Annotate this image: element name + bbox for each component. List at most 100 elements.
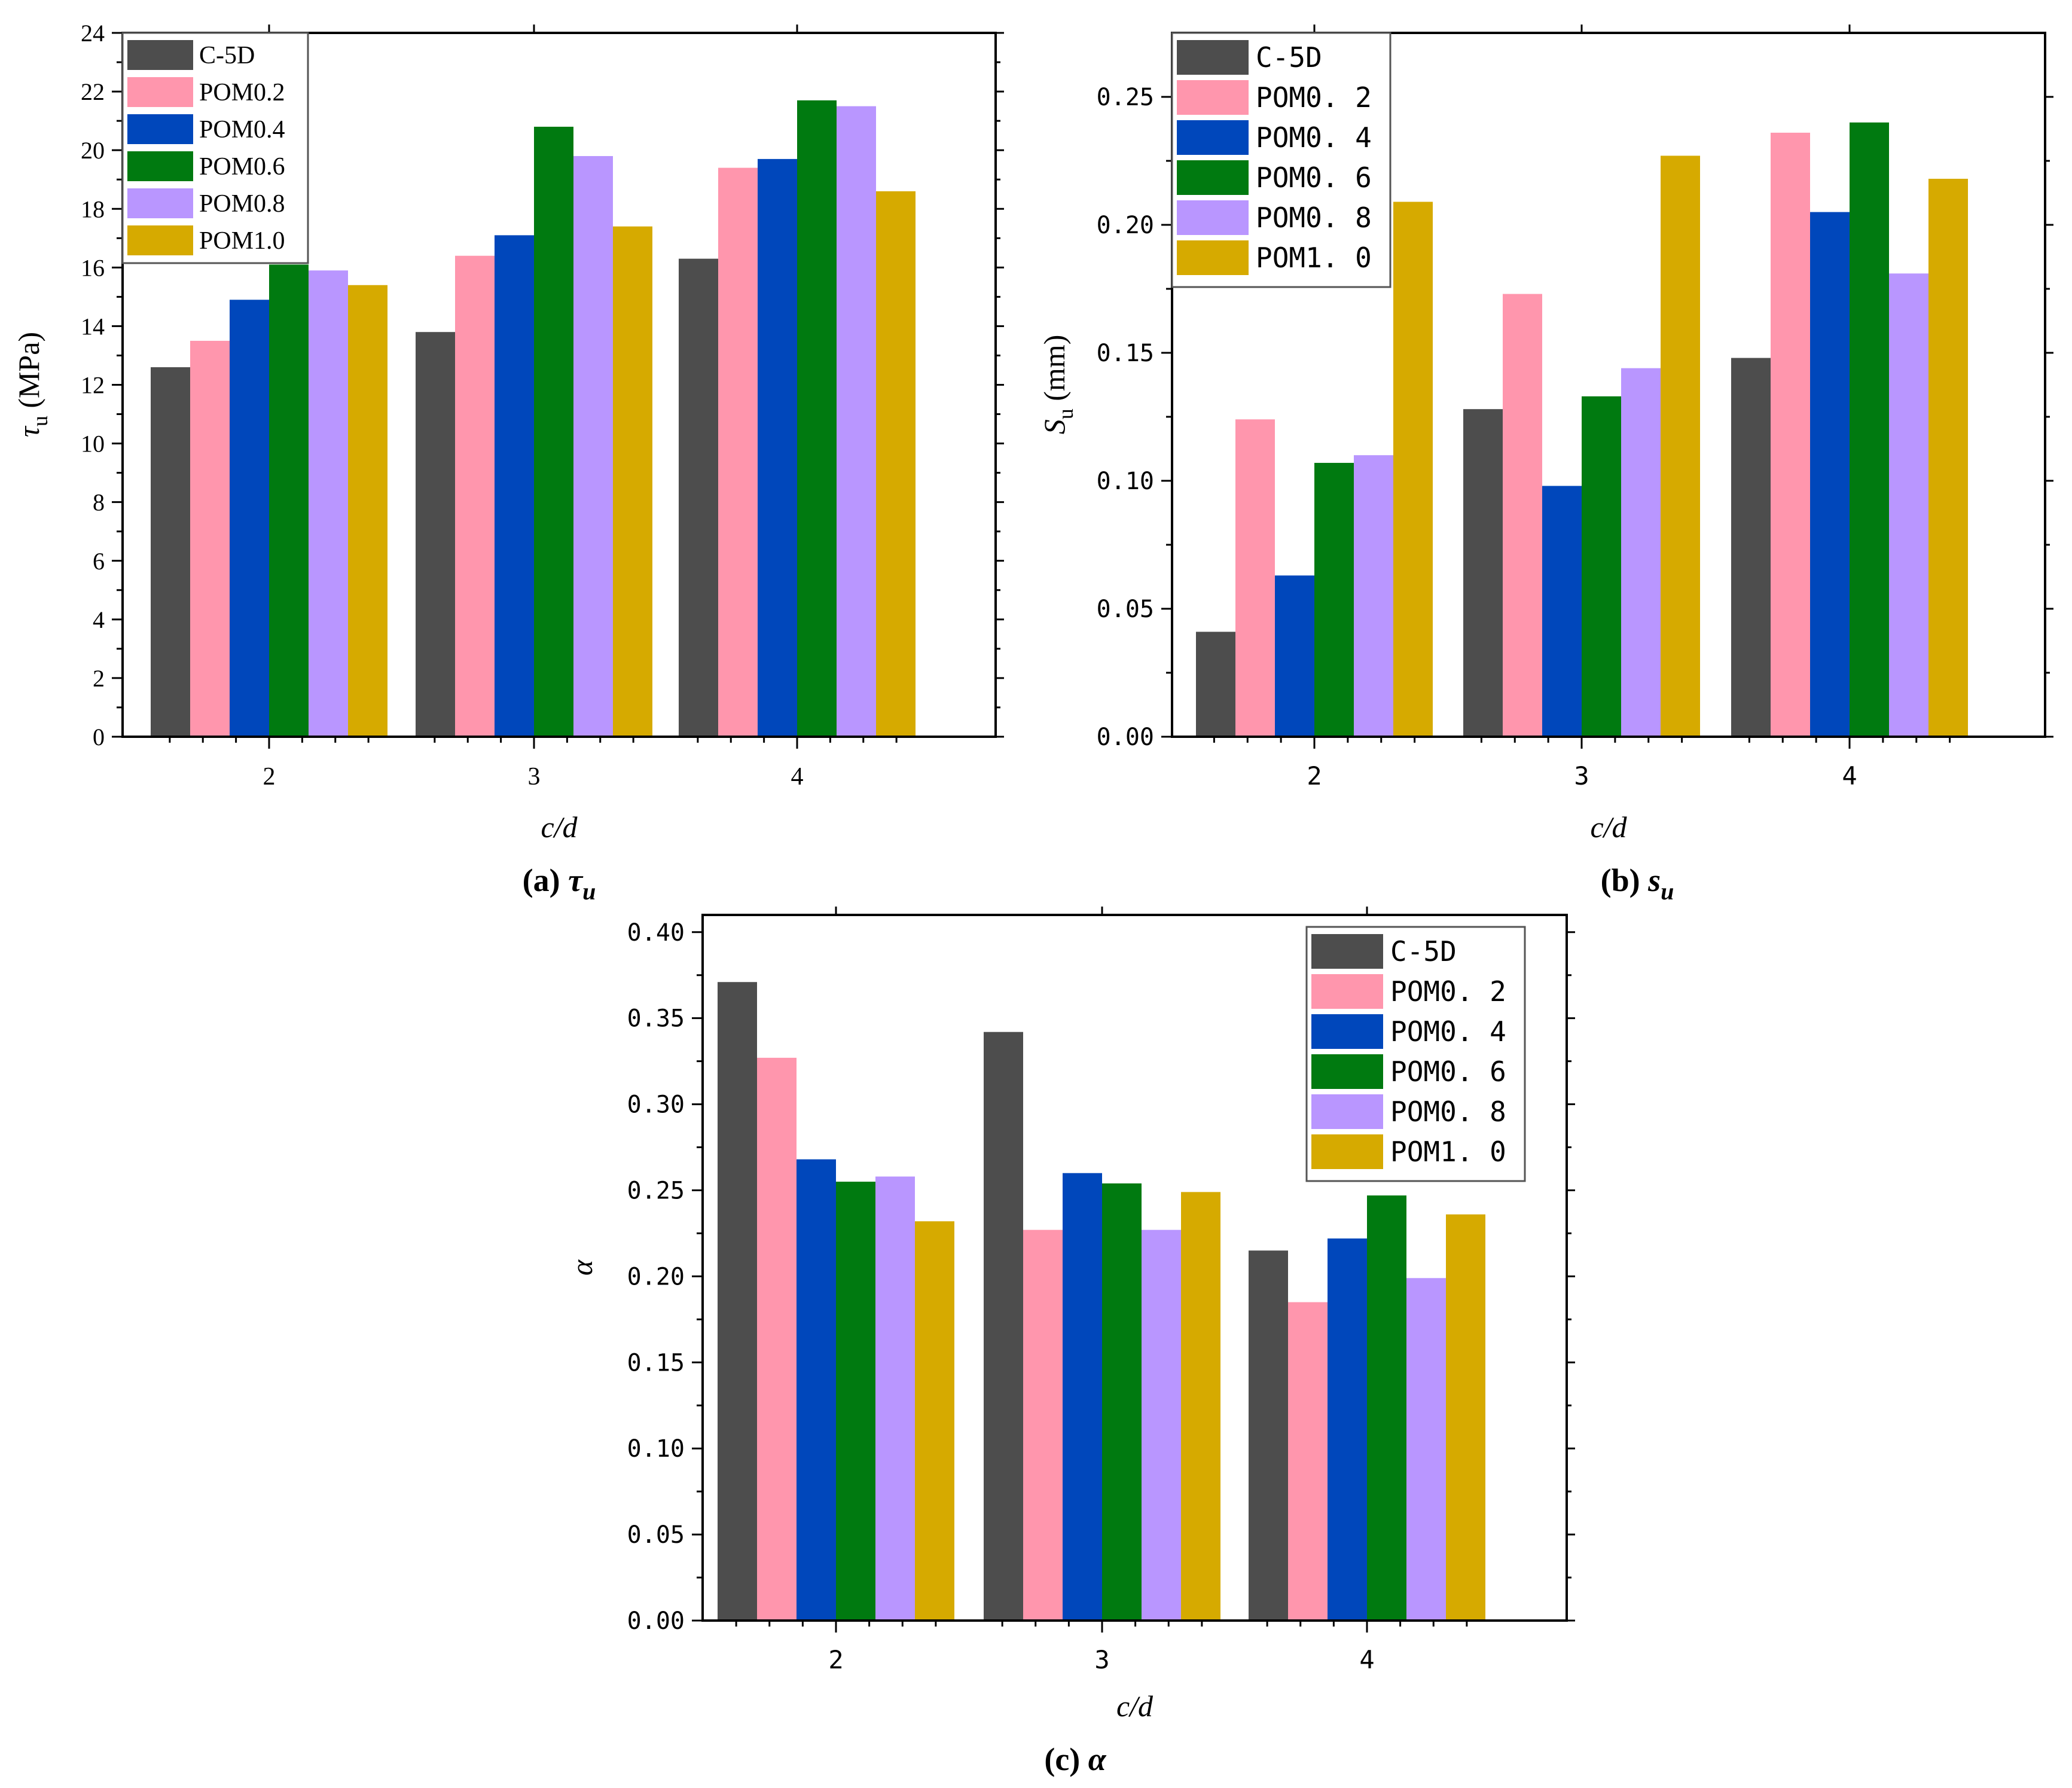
bar-a-POM0.2-cd4 — [718, 167, 758, 737]
bar-b-POM0.2-cd3 — [1503, 294, 1542, 737]
bar-a-C-5D-cd4 — [679, 258, 718, 737]
bar-a-POM0.6-cd3 — [534, 126, 573, 737]
legend-label: C-5D — [1256, 41, 1322, 74]
legend-swatch-POM0.8 — [127, 188, 193, 218]
bar-a-POM0.4-cd3 — [495, 235, 534, 737]
bar-c-POM0.4-cd4 — [1328, 1238, 1367, 1621]
y-tick-label: 0.10 — [1097, 468, 1154, 495]
bar-b-C-5D-cd4 — [1731, 358, 1771, 737]
legend-swatch-POM0.8 — [1311, 1094, 1383, 1129]
bar-c-POM1.0-cd2 — [915, 1221, 954, 1621]
legend-label: POM1. 0 — [1390, 1136, 1506, 1168]
x-tick-label: 4 — [1359, 1645, 1374, 1674]
bar-b-POM0.6-cd4 — [1850, 122, 1889, 737]
legend-swatch-POM0.2 — [1311, 974, 1383, 1009]
bar-b-POM0.8-cd4 — [1889, 273, 1928, 737]
bar-b-POM0.4-cd2 — [1275, 575, 1314, 737]
x-axis-title: c/d — [1116, 1689, 1154, 1723]
legend-swatch-POM0.6 — [1311, 1054, 1383, 1089]
legend-swatch-POM1.0 — [1311, 1134, 1383, 1169]
caption-symbol: τ — [568, 862, 584, 898]
y-tick-label: 0 — [93, 724, 105, 750]
legend-label: POM0.2 — [199, 79, 285, 106]
legend-label: POM0. 2 — [1256, 81, 1372, 114]
x-tick-label: 2 — [1307, 761, 1322, 791]
bar-a-POM0.6-cd4 — [797, 100, 837, 737]
legend-label: POM1.0 — [199, 227, 285, 255]
caption-symbol: α — [1088, 1741, 1107, 1777]
bar-c-POM0.4-cd3 — [1063, 1173, 1102, 1621]
y-tick-label: 2 — [93, 665, 105, 692]
bar-b-POM1.0-cd2 — [1393, 202, 1433, 737]
bar-b-POM1.0-cd4 — [1928, 178, 1968, 737]
legend-label: POM0.8 — [199, 190, 285, 218]
legend-swatch-POM0.8 — [1177, 200, 1249, 235]
y-tick-label: 8 — [93, 489, 105, 516]
chart-panel-b: 0.00 0.05 0.10 0.15 0.20 0.25 2 3 4 c/d Su (mm) (b)… — [1037, 25, 2053, 905]
legend-swatch-POM0.4 — [1311, 1014, 1383, 1049]
bar-b-POM0.2-cd2 — [1235, 419, 1275, 737]
legend-label: POM0.4 — [199, 116, 285, 144]
bar-a-POM0.4-cd2 — [230, 300, 269, 737]
legend-label: C-5D — [199, 42, 255, 69]
legend-swatch-POM0.6 — [1177, 160, 1249, 195]
y-axis-subscript: u — [1054, 408, 1078, 419]
y-axis-unit: (MPa) — [12, 332, 45, 416]
x-tick-label: 3 — [1094, 1645, 1109, 1674]
panel-caption: (a) τu — [523, 862, 596, 905]
y-tick-label: 16 — [81, 254, 105, 281]
bar-a-POM0.2-cd2 — [190, 340, 230, 737]
y-axis-title: τu (MPa) — [12, 332, 52, 437]
x-tick-label: 3 — [1574, 761, 1589, 791]
bar-b-POM0.4-cd4 — [1810, 212, 1850, 737]
legend-swatch-POM0.2 — [1177, 80, 1249, 115]
bar-c-C-5D-cd4 — [1249, 1250, 1288, 1621]
y-axis-symbol: α — [565, 1259, 599, 1276]
bar-c-POM0.6-cd2 — [836, 1182, 875, 1621]
y-axis-symbol: τ — [12, 425, 45, 437]
y-tick-label: 0.25 — [627, 1177, 685, 1204]
x-tick-label: 4 — [1842, 761, 1857, 791]
plot-frame — [1171, 32, 2046, 738]
panel-caption: (c) α — [1044, 1741, 1106, 1777]
y-tick-label: 6 — [93, 548, 105, 575]
caption-prefix: (a) — [523, 862, 568, 898]
bar-b-C-5D-cd3 — [1463, 409, 1503, 737]
bar-b-POM0.8-cd3 — [1621, 368, 1661, 737]
y-tick-label: 0.10 — [627, 1435, 685, 1463]
legend-swatch-POM0.2 — [127, 77, 193, 107]
legend-label: POM0. 8 — [1390, 1096, 1506, 1128]
bar-a-POM0.4-cd4 — [758, 158, 797, 737]
bar-a-POM1.0-cd3 — [613, 226, 652, 737]
caption-symbol: s — [1647, 862, 1661, 898]
y-tick-label: 10 — [81, 431, 105, 457]
bar-a-POM1.0-cd2 — [348, 285, 387, 737]
x-tick-label: 3 — [528, 763, 541, 791]
bar-b-POM1.0-cd3 — [1661, 155, 1700, 737]
bar-c-POM0.6-cd3 — [1102, 1183, 1142, 1621]
bar-c-POM0.6-cd4 — [1367, 1195, 1406, 1621]
y-axis-title: Su (mm) — [1037, 335, 1078, 435]
bar-b-POM0.6-cd3 — [1582, 396, 1621, 737]
legend-swatch-C-5D — [1177, 40, 1249, 75]
y-tick-label: 0.25 — [1097, 84, 1154, 111]
legend: C-5D POM0.2 POM0.4 POM0.6 POM0.8 POM1.0 — [121, 32, 309, 264]
legend-swatch-POM0.6 — [127, 151, 193, 181]
caption-prefix: (c) — [1044, 1741, 1088, 1777]
bar-a-C-5D-cd3 — [416, 332, 455, 737]
y-axis-title: α — [565, 1259, 599, 1276]
bar-c-POM0.2-cd2 — [757, 1057, 797, 1621]
y-tick-label: 0.05 — [627, 1521, 685, 1549]
legend-swatch-C-5D — [127, 40, 193, 70]
bar-b-POM0.4-cd3 — [1542, 486, 1582, 737]
y-axis-unit: (mm) — [1037, 335, 1071, 409]
legend-swatch-POM1.0 — [1177, 240, 1249, 275]
legend-label: POM0.6 — [199, 153, 285, 181]
legend-swatch-POM0.4 — [127, 114, 193, 144]
bar-b-POM0.2-cd4 — [1771, 132, 1810, 737]
bar-c-POM0.4-cd2 — [797, 1159, 836, 1621]
x-tick-label: 2 — [828, 1645, 843, 1674]
bar-a-POM0.6-cd2 — [269, 264, 309, 737]
